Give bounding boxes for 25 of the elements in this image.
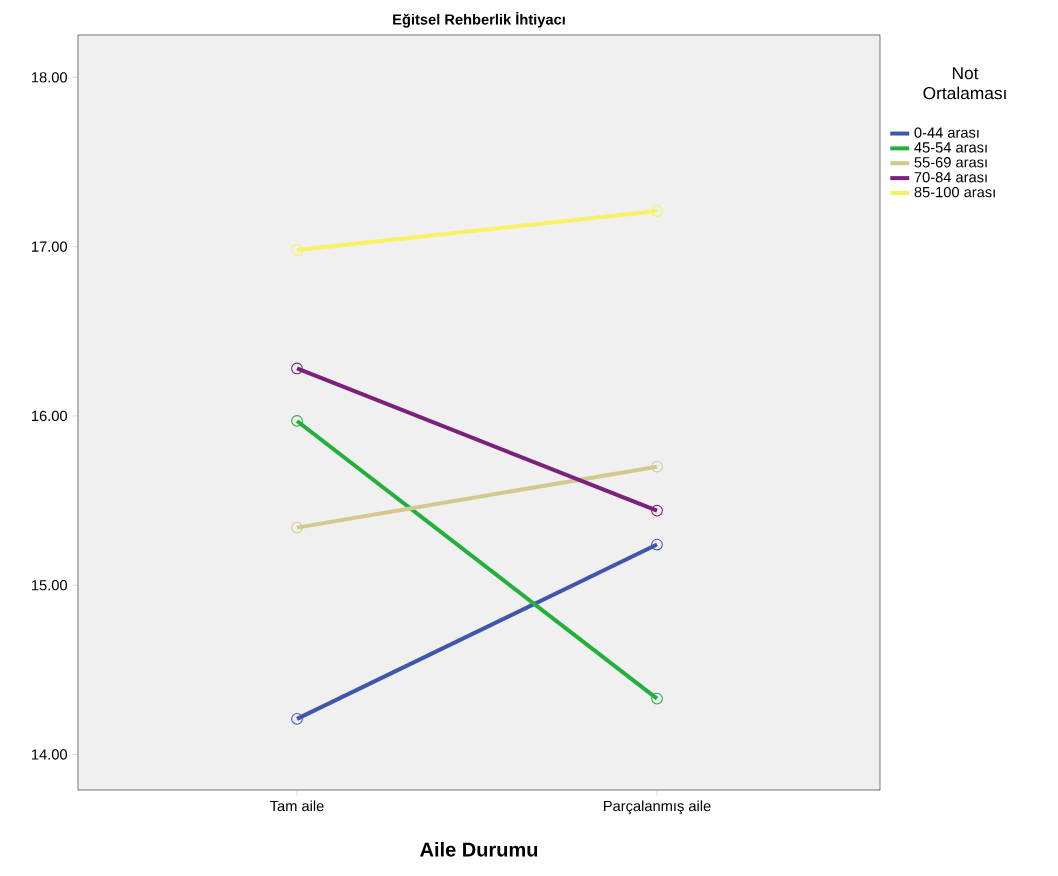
y-tick-label: 16.00 xyxy=(32,410,68,422)
legend-label: 0-44 arası xyxy=(914,127,979,138)
chart-title: Eğitsel Rehberlik İhtiyacı xyxy=(393,11,565,28)
point xyxy=(651,504,663,517)
point xyxy=(291,362,303,375)
point xyxy=(291,415,303,427)
y-tick-label: 18.00 xyxy=(32,72,68,83)
y-tick-label: 14.00 xyxy=(32,749,68,760)
legend-label: 70-84 arası xyxy=(914,172,987,183)
point xyxy=(291,713,303,725)
x-tick-label: Tam aile xyxy=(270,800,324,812)
legend-label: 45-54 arası xyxy=(914,142,987,153)
x-axis-title: Aile Durumu xyxy=(420,841,538,857)
point xyxy=(291,521,303,534)
point xyxy=(651,460,663,473)
y-tick-label: 17.00 xyxy=(32,241,68,252)
point xyxy=(651,692,663,705)
legend-label: 55-69 arası xyxy=(914,157,987,168)
point xyxy=(651,538,663,551)
legend-label: 85-100 arası xyxy=(914,186,995,198)
point xyxy=(651,205,663,217)
point xyxy=(291,244,303,256)
y-tick-label: 15.00 xyxy=(32,579,68,591)
legend-title: Not Ortalaması xyxy=(923,67,1006,100)
x-tick-label: Parçalanmış aile xyxy=(604,800,711,815)
